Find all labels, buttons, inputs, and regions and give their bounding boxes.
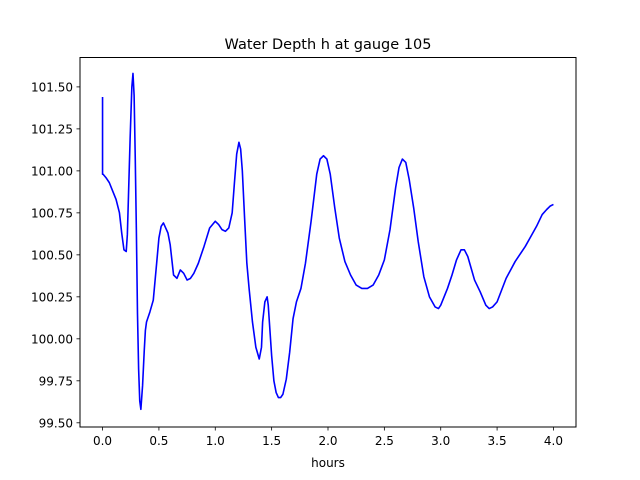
y-tick-label: 101.00 bbox=[31, 164, 73, 178]
y-tick-label: 99.75 bbox=[39, 374, 73, 388]
x-tick-label: 0.5 bbox=[149, 434, 168, 448]
x-axis: 0.0 0.5 1.0 1.5 2.0 2.5 3.0 3.5 4.0 bbox=[93, 427, 563, 448]
y-tick-label: 101.50 bbox=[31, 80, 73, 94]
x-axis-label: hours bbox=[311, 456, 345, 470]
y-tick-label: 100.50 bbox=[31, 248, 73, 262]
chart-title: Water Depth h at gauge 105 bbox=[225, 37, 432, 53]
x-tick-label: 3.0 bbox=[431, 434, 450, 448]
x-tick-label: 2.0 bbox=[318, 434, 337, 448]
y-tick-label: 100.00 bbox=[31, 332, 73, 346]
x-tick-label: 0.0 bbox=[93, 434, 112, 448]
x-tick-label: 4.0 bbox=[544, 434, 563, 448]
series-line-water-depth bbox=[101, 72, 554, 411]
y-tick-label: 101.25 bbox=[31, 122, 73, 136]
y-tick-label: 99.50 bbox=[39, 416, 73, 430]
axes-frame bbox=[79, 57, 577, 428]
x-tick-label: 1.0 bbox=[206, 434, 225, 448]
x-tick-label: 2.5 bbox=[375, 434, 394, 448]
y-tick-label: 100.25 bbox=[31, 290, 73, 304]
x-tick-label: 3.5 bbox=[488, 434, 507, 448]
x-tick-label: 1.5 bbox=[262, 434, 281, 448]
y-axis: 99.50 99.75 100.00 100.25 100.50 100.75 101.00… bbox=[31, 80, 80, 430]
y-tick-label: 100.75 bbox=[31, 206, 73, 220]
